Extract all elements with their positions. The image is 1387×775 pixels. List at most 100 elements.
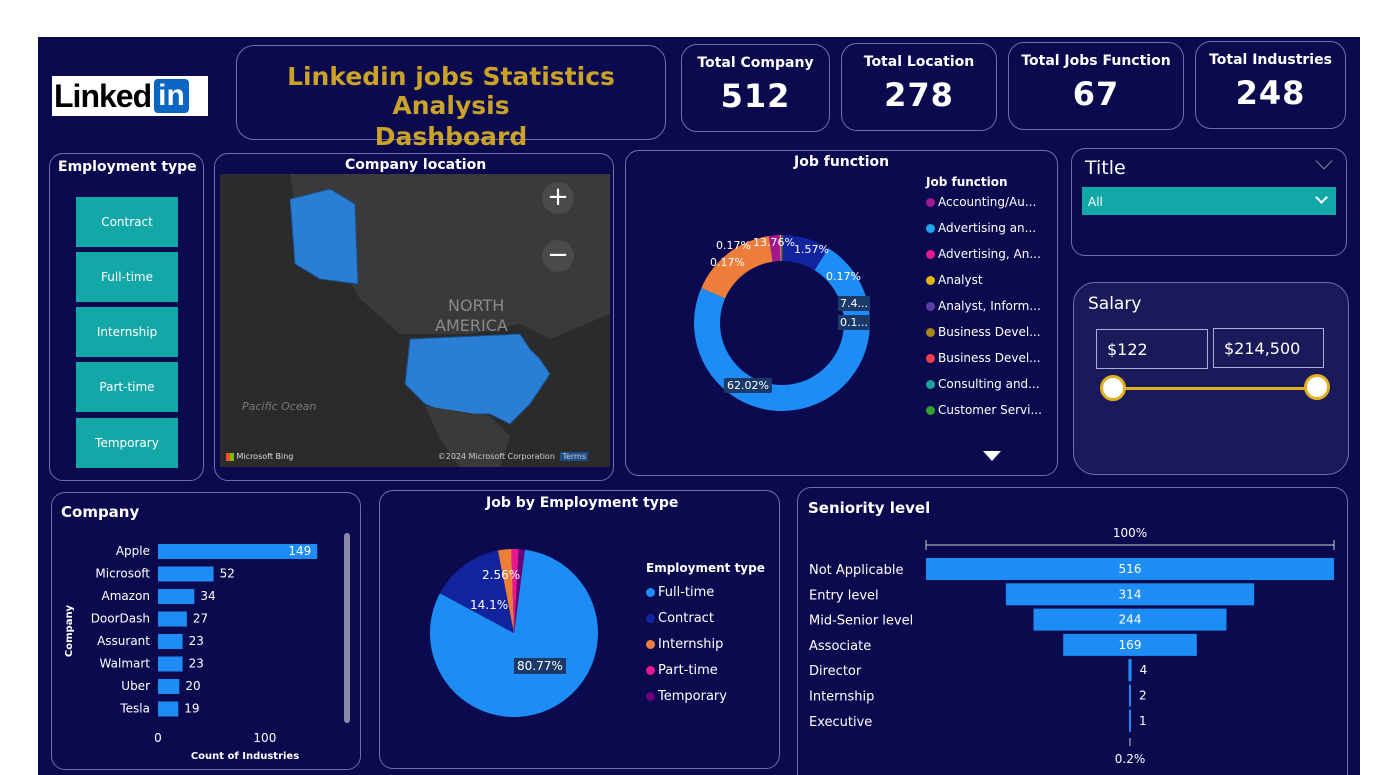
pie-slice[interactable] [439,550,514,633]
funnel-bar[interactable] [1129,709,1131,732]
employment-type-panel: Employment type Contract Full-time Inter… [49,153,204,481]
donut-label-62: 62.02% [724,378,772,393]
legend-item[interactable]: Business Devel... [926,351,1041,365]
map-land-canada [290,174,610,339]
title-filter-panel: Title All [1071,148,1347,256]
logo-in: in [154,79,189,113]
company-bar[interactable] [158,544,318,559]
donut-label-1-57: 1.57% [794,243,829,256]
emp-button-full-time[interactable]: Full-time [76,252,178,302]
map-canvas[interactable]: NORTH AMERICA Pacific Ocean + − Microsof… [220,174,610,467]
employment-legend-item[interactable]: Full-time [646,585,714,600]
title-filter-chevron-icon[interactable] [1315,152,1333,170]
emp-button-internship[interactable]: Internship [76,307,178,357]
pie-label-14: 14.1% [470,598,509,612]
job-function-legend-title: Job function [926,175,1008,189]
kpi-value: 248 [1235,74,1306,112]
legend-dot-icon [926,354,935,363]
zoom-out-button[interactable]: − [542,240,574,272]
legend-item[interactable]: Advertising, An... [926,247,1041,261]
company-bar[interactable] [158,701,179,717]
kpi-label: Total Jobs Function [1021,53,1171,69]
dashboard-title-line1: Linkedin jobs Statistics Analysis [287,62,615,120]
legend-item[interactable]: Accounting/Au... [926,195,1036,209]
company-bar-value: 20 [185,679,200,693]
company-bar[interactable] [158,634,183,649]
legend-item[interactable]: Advertising an... [926,221,1036,235]
kpi-label: Total Industries [1209,52,1332,68]
title-filter-label: Title [1085,157,1126,179]
pie-slice[interactable] [511,549,519,633]
donut-slice[interactable] [701,235,773,299]
company-bar-value: 52 [220,567,235,581]
company-bar[interactable] [158,611,187,627]
donut-slice[interactable] [782,235,783,262]
emp-button-part-time[interactable]: Part-time [76,362,178,412]
donut-label-0-17-b: 0.17% [710,256,745,269]
company-bar[interactable] [158,679,180,694]
emp-button-contract[interactable]: Contract [76,197,178,247]
emp-button-temporary[interactable]: Temporary [76,418,178,468]
company-bar[interactable] [158,656,183,672]
dashboard-title-panel: Linkedin jobs Statistics Analysis Dashbo… [236,45,666,151]
pie-label-2-56: 2.56% [482,568,521,582]
pie-slice[interactable] [497,549,514,633]
microsoft-logo-icon [226,452,234,461]
legend-dot-icon [926,302,935,311]
donut-label-13-76: 13.76% [753,236,795,249]
funnel-bar[interactable] [1005,583,1255,606]
seniority-title: Seniority level [808,499,931,517]
salary-min-input[interactable]: $122 [1096,329,1208,369]
company-category-label: Microsoft [95,567,150,581]
funnel-bar[interactable] [1128,659,1132,682]
pie-slice[interactable] [514,549,525,633]
legend-item[interactable]: Analyst, Inform... [926,299,1041,313]
funnel-bar[interactable] [926,558,1334,580]
donut-slice[interactable] [694,248,870,411]
salary-max-input[interactable]: $214,500 [1213,328,1324,368]
legend-label: Contract [658,611,714,626]
company-category-label: Uber [121,679,150,693]
donut-slice[interactable] [782,235,829,271]
map-brand-text: Microsoft Bing [236,452,294,461]
donut-slice[interactable] [768,235,780,262]
donut-slice[interactable] [780,235,782,262]
map-label-north: NORTH [448,296,504,315]
legend-item[interactable]: Customer Servi... [926,403,1042,417]
employment-legend-item[interactable]: Internship [646,637,723,652]
salary-slider-track [1112,387,1317,390]
donut-slice[interactable] [778,235,781,262]
legend-dot-icon [646,640,655,649]
company-bar[interactable] [158,566,214,582]
employment-legend-item[interactable]: Part-time [646,663,718,678]
map-attribution: ©2024 Microsoft Corporation Terms [438,452,588,461]
donut-slice[interactable] [781,235,783,262]
funnel-bar[interactable] [1129,684,1131,707]
job-function-title: Job function [794,154,890,170]
pie-slice[interactable] [430,549,598,717]
company-bar-value: 23 [189,657,204,671]
employment-legend-item[interactable]: Temporary [646,689,727,704]
company-scrollbar[interactable] [344,533,350,723]
pie-label-80: 80.77% [514,658,566,674]
salary-slider-min-handle[interactable] [1100,375,1126,401]
company-category-label: Amazon [102,589,151,603]
legend-item[interactable]: Business Devel... [926,325,1041,339]
company-bar-value: 149 [288,544,311,558]
funnel-bar[interactable] [1063,633,1197,656]
zoom-in-button[interactable]: + [542,182,574,214]
legend-label: Temporary [658,689,727,704]
map-terms-link[interactable]: Terms [560,452,588,461]
legend-item[interactable]: Consulting and... [926,377,1040,391]
title-dropdown[interactable]: All [1082,187,1336,215]
legend-label: Part-time [658,663,718,678]
salary-slider-max-handle[interactable] [1304,374,1330,400]
legend-item[interactable]: Analyst [926,273,983,287]
kpi-label: Total Location [863,54,975,70]
funnel-bar[interactable] [1033,608,1227,631]
legend-scroll-down-icon[interactable] [983,451,1001,461]
employment-legend-item[interactable]: Contract [646,611,714,626]
company-bar[interactable] [158,589,195,604]
dropdown-chevron-icon [1315,191,1328,204]
funnel-bar-value: 244 [1119,613,1142,627]
